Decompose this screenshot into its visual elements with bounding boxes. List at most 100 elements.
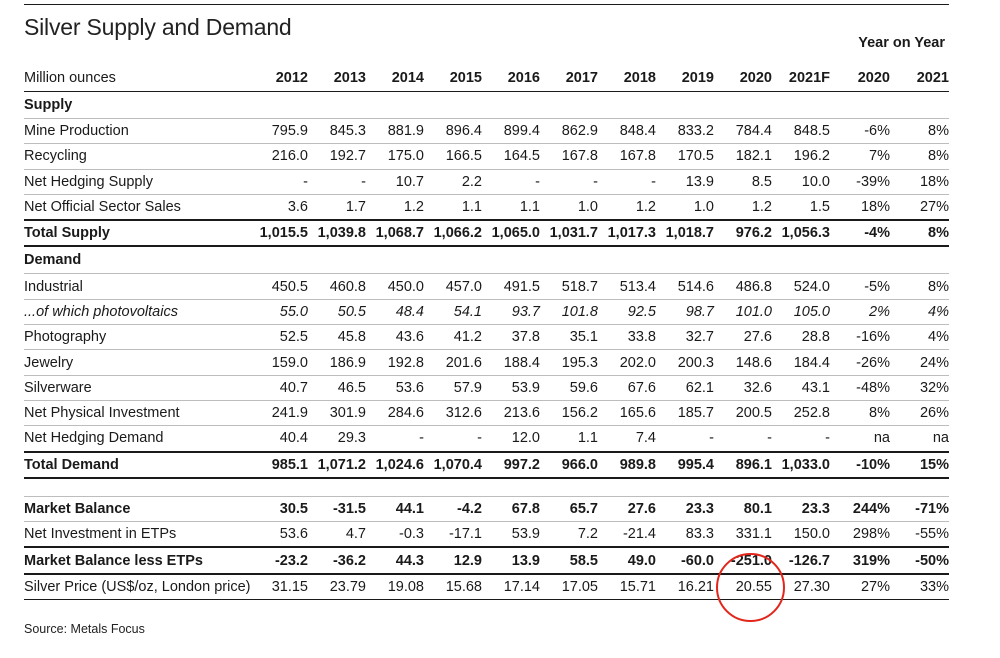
cell-value: 1,015.5 <box>254 220 308 248</box>
cell-value: 19.08 <box>366 573 424 601</box>
cell-value: - <box>598 169 656 195</box>
cell-value: 32% <box>890 375 949 401</box>
cell-value: 2017 <box>540 64 598 92</box>
cell-value: 1,056.3 <box>772 220 830 248</box>
cell-value: 44.1 <box>366 496 424 523</box>
row-label: Market Balance less ETPs <box>24 547 254 575</box>
cell-value: 159.0 <box>254 349 308 376</box>
cell-value: 491.5 <box>482 273 540 300</box>
cell-value: 518.7 <box>540 273 598 300</box>
cell-value: 196.2 <box>772 143 830 170</box>
cell-value: 53.6 <box>254 521 308 549</box>
cell-value: 53.9 <box>482 521 540 549</box>
cell-value: 186.9 <box>308 349 366 376</box>
cell-value: -16% <box>830 324 890 351</box>
header-row: Million ounces 2012 2013 2014 2015 2016 2017 20… <box>24 64 949 92</box>
cell-value: 52.5 <box>254 324 308 351</box>
cell-value: -50% <box>890 547 949 575</box>
cell-value: 27% <box>830 573 890 601</box>
cell-value: 301.9 <box>308 400 366 427</box>
cell-value: 450.0 <box>366 273 424 300</box>
cell-value: 29.3 <box>308 425 366 453</box>
cell-value: 200.3 <box>656 349 714 376</box>
cell-value: 166.5 <box>424 143 482 170</box>
cell-value: 45.8 <box>308 324 366 351</box>
cell-value: 12.0 <box>482 425 540 453</box>
cell-value: 30.5 <box>254 496 308 523</box>
cell-value: -21.4 <box>598 521 656 549</box>
table-row: Recycling 216.0 192.7 175.0 166.5 164.5 167.8 1… <box>24 143 949 170</box>
cell-value: 1,017.3 <box>598 220 656 248</box>
cell-value: 966.0 <box>540 451 598 479</box>
cell-value: 899.4 <box>482 118 540 145</box>
cell-value: 101.8 <box>540 299 598 326</box>
cell-value: 896.1 <box>714 451 772 479</box>
cell-value: 195.3 <box>540 349 598 376</box>
cell-value: 165.6 <box>598 400 656 427</box>
cell-value: -23.2 <box>254 547 308 575</box>
cell-value: 1.1 <box>424 194 482 222</box>
cell-value: 4.7 <box>308 521 366 549</box>
cell-value: -0.3 <box>366 521 424 549</box>
cell-value: 192.8 <box>366 349 424 376</box>
cell-value: 3.6 <box>254 194 308 222</box>
cell-value: 7.4 <box>598 425 656 453</box>
cell-value: 976.2 <box>714 220 772 248</box>
table-row: Mine Production 795.9 845.3 881.9 896.4 899.4… <box>24 118 949 145</box>
market-balance-row: Market Balance 30.5 -31.5 44.1 -4.2 67.8 65.7 2… <box>24 496 949 523</box>
row-label: Market Balance <box>24 496 254 523</box>
year-on-year-label: Year on Year <box>858 35 945 51</box>
cell-value: 48.4 <box>366 299 424 326</box>
cell-value: na <box>830 425 890 453</box>
cell-value: 167.8 <box>540 143 598 170</box>
cell-value: 167.8 <box>598 143 656 170</box>
table-row: Industrial 450.5 460.8 450.0 457.0 491.5 518.7… <box>24 273 949 300</box>
cell-value: 18% <box>830 194 890 222</box>
cell-value: 24% <box>890 349 949 376</box>
section-heading: Demand <box>24 246 949 275</box>
cell-value: - <box>482 169 540 195</box>
table-row: Silverware 40.7 46.5 53.6 57.9 53.9 59.6 67.6 62… <box>24 375 949 401</box>
cell-value: 200.5 <box>714 400 772 427</box>
cell-value: 7.2 <box>540 521 598 549</box>
cell-value: 53.6 <box>366 375 424 401</box>
cell-value: 184.4 <box>772 349 830 376</box>
cell-value: 37.8 <box>482 324 540 351</box>
cell-value: 284.6 <box>366 400 424 427</box>
cell-value: 252.8 <box>772 400 830 427</box>
cell-value: 1.2 <box>714 194 772 222</box>
cell-value: 244% <box>830 496 890 523</box>
cell-value: 92.5 <box>598 299 656 326</box>
cell-value: 486.8 <box>714 273 772 300</box>
cell-value: 27.6 <box>598 496 656 523</box>
market-balance-less-etps-row: Market Balance less ETPs -23.2 -36.2 44.3 12… <box>24 547 949 575</box>
cell-value: -4% <box>830 220 890 248</box>
cell-value: -6% <box>830 118 890 145</box>
cell-value: 1,070.4 <box>424 451 482 479</box>
cell-value: 513.4 <box>598 273 656 300</box>
cell-value: na <box>890 425 949 453</box>
cell-value: 150.0 <box>772 521 830 549</box>
cell-value: 795.9 <box>254 118 308 145</box>
cell-value: 35.1 <box>540 324 598 351</box>
cell-value: 2020 <box>714 64 772 92</box>
cell-value: 1,066.2 <box>424 220 482 248</box>
cell-value: 80.1 <box>714 496 772 523</box>
cell-value: -31.5 <box>308 496 366 523</box>
cell-value: 17.14 <box>482 573 540 601</box>
cell-value: 26% <box>890 400 949 427</box>
cell-value: 514.6 <box>656 273 714 300</box>
cell-value: 298% <box>830 521 890 549</box>
cell-value: 33% <box>890 573 949 601</box>
row-label: Net Physical Investment <box>24 400 254 427</box>
cell-value: 862.9 <box>540 118 598 145</box>
cell-value: - <box>540 169 598 195</box>
cell-value: 32.7 <box>656 324 714 351</box>
cell-value: 1,039.8 <box>308 220 366 248</box>
cell-value: 848.5 <box>772 118 830 145</box>
cell-value: 40.7 <box>254 375 308 401</box>
row-label: Total Supply <box>24 220 254 248</box>
cell-value: 2% <box>830 299 890 326</box>
cell-value: 1,024.6 <box>366 451 424 479</box>
cell-value: 2021F <box>772 64 830 92</box>
